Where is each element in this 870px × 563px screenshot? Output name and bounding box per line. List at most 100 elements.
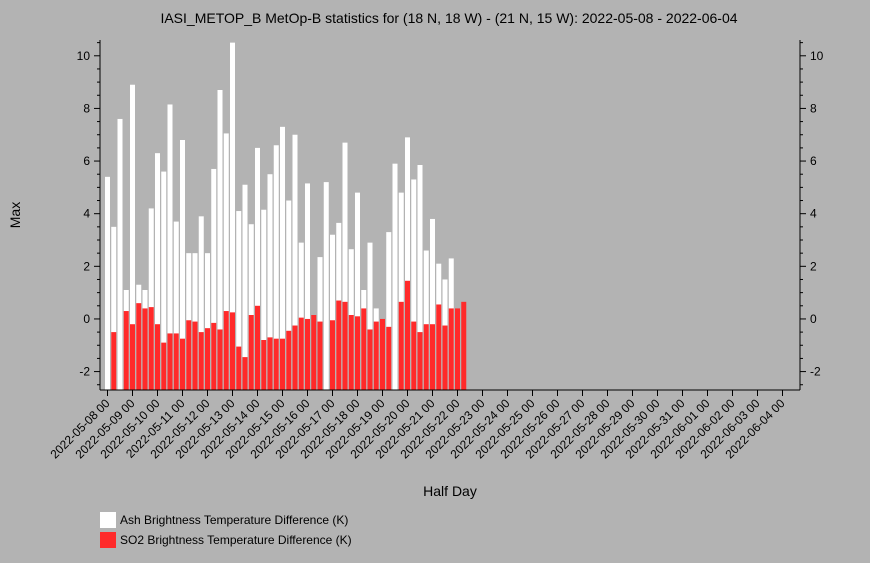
- so2-bar-8: [161, 342, 167, 390]
- ash-bar-12: [180, 140, 185, 390]
- so2-bar-35: [330, 320, 335, 390]
- so2-bar-27: [280, 338, 285, 390]
- so2-bar-10: [173, 333, 179, 390]
- ash-bar-10: [167, 104, 173, 390]
- so2-bar-31: [305, 318, 310, 390]
- ash-bar-16: [205, 253, 210, 390]
- ash-bar-42: [367, 242, 373, 390]
- so2-bar-18: [223, 311, 229, 390]
- legend-item-ash: Ash Brightness Temperature Difference (K…: [100, 512, 352, 528]
- ash-bar-1: [111, 226, 117, 390]
- legend-label-ash: Ash Brightness Temperature Difference (K…: [120, 513, 349, 527]
- so2-bar-44: [386, 326, 392, 390]
- so2-bar-37: [342, 301, 348, 390]
- y-tick-label-right: 0: [810, 312, 817, 326]
- so2-bar-19: [230, 312, 235, 390]
- so2-bar-15: [205, 328, 210, 390]
- y-tick-label-right: 6: [810, 154, 817, 168]
- so2-bar-5: [142, 308, 148, 390]
- so2-bar-32: [311, 315, 317, 390]
- ash-bar-2: [117, 118, 123, 390]
- ash-bar-9: [161, 171, 167, 390]
- so2-bar-53: [442, 325, 448, 390]
- ash-bar-48: [405, 137, 410, 390]
- y-tick-label-left: 6: [83, 154, 90, 168]
- ash-bar-29: [286, 200, 292, 390]
- y-tick-label-right: -2: [810, 365, 821, 379]
- so2-bar-41: [367, 329, 373, 390]
- ash-bar-7: [148, 208, 154, 390]
- so2-bar-26: [273, 338, 279, 390]
- y-tick-label-left: 2: [83, 259, 90, 273]
- x-axis-label: Half Day: [423, 483, 477, 499]
- ash-bar-11: [173, 221, 179, 390]
- so2-bar-28: [286, 330, 292, 390]
- y-tick-label-right: 2: [810, 259, 817, 273]
- so2-bar-11: [180, 338, 185, 390]
- ash-bar-4: [130, 84, 135, 391]
- ash-bar-47: [398, 192, 404, 390]
- so2-bar-6: [148, 307, 154, 390]
- ash-bar-40: [355, 192, 360, 390]
- so2-bar-24: [261, 340, 267, 390]
- ash-bar-0: [105, 176, 110, 390]
- so2-bar-43: [380, 318, 385, 390]
- ash-bar-51: [423, 250, 429, 390]
- legend-label-so2: SO2 Brightness Temperature Difference (K…: [120, 533, 352, 547]
- so2-bar-46: [398, 301, 404, 390]
- ash-bar-15: [198, 216, 204, 390]
- so2-bar-13: [192, 321, 198, 390]
- so2-bar-9: [167, 333, 173, 390]
- so2-bar-52: [436, 304, 442, 390]
- so2-bar-50: [423, 324, 429, 390]
- ash-bar-52: [430, 218, 435, 390]
- ash-bar-30: [292, 134, 298, 390]
- so2-bar-33: [317, 321, 323, 390]
- y-tick-label-left: 0: [83, 312, 90, 326]
- ash-bar-38: [342, 142, 348, 390]
- so2-bar-47: [405, 280, 410, 390]
- legend-swatch-so2: [100, 532, 116, 548]
- y-tick-label-left: -2: [79, 365, 90, 379]
- so2-bar-25: [267, 337, 273, 390]
- ash-bar-17: [211, 168, 217, 390]
- y-ticks: -2 -2 0 0 2 2 4 4 6 6 8 8 10 10: [77, 42, 824, 386]
- y-tick-label-left: 8: [83, 101, 90, 115]
- ash-bar-25: [261, 209, 267, 390]
- ash-bar-23: [248, 224, 254, 390]
- ash-bar-31: [298, 242, 304, 390]
- ash-bar-50: [417, 165, 423, 390]
- y-tick-label-right: 10: [810, 49, 824, 63]
- ash-bar-45: [386, 232, 392, 390]
- bar-group: [105, 42, 467, 391]
- ash-bar-32: [305, 183, 310, 390]
- so2-bar-49: [417, 332, 423, 390]
- ash-bar-18: [217, 90, 223, 390]
- ash-bar-22: [242, 184, 248, 390]
- so2-bar-23: [255, 305, 260, 390]
- legend: Ash Brightness Temperature Difference (K…: [100, 512, 352, 552]
- ash-bar-46: [392, 163, 398, 390]
- so2-bar-3: [130, 324, 135, 390]
- y-axis-label: Max: [7, 202, 23, 228]
- ash-bar-26: [267, 174, 273, 390]
- ash-bar-24: [255, 147, 260, 390]
- so2-bar-42: [373, 321, 379, 390]
- ash-bar-36: [330, 234, 335, 390]
- so2-bar-39: [355, 316, 360, 390]
- ash-bar-21: [236, 211, 242, 390]
- so2-bar-22: [248, 315, 254, 390]
- so2-bar-7: [155, 324, 160, 390]
- ash-bar-20: [230, 42, 235, 390]
- so2-bar-51: [430, 324, 435, 390]
- legend-swatch-ash: [100, 512, 116, 528]
- ash-bar-49: [411, 179, 417, 390]
- so2-bar-14: [198, 332, 204, 390]
- ash-bar-35: [323, 182, 329, 390]
- chart-title: IASI_METOP_B MetOp-B statistics for (18 …: [160, 10, 737, 26]
- so2-bar-21: [242, 357, 248, 390]
- so2-bar-54: [448, 308, 454, 390]
- y-tick-label-right: 4: [810, 207, 817, 221]
- so2-bar-2: [123, 311, 129, 390]
- so2-bar-4: [136, 303, 142, 390]
